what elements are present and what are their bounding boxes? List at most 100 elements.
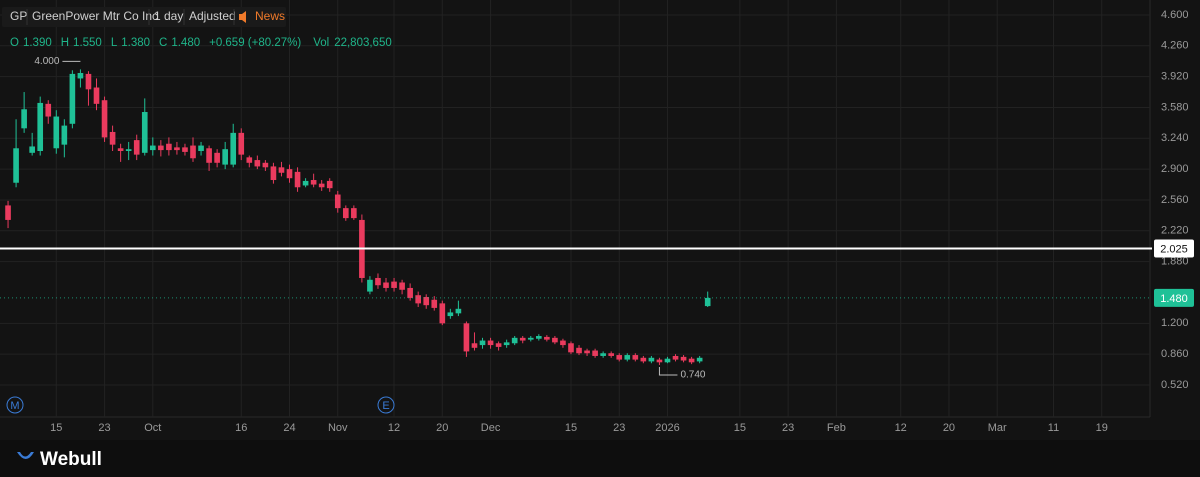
- x-tick-label: 15: [565, 422, 577, 434]
- candle-body: [688, 358, 695, 363]
- candle-body: [367, 279, 373, 292]
- event-marker[interactable]: [377, 396, 395, 414]
- candle-body: [640, 357, 647, 362]
- candle-body: [704, 297, 711, 307]
- x-tick-label: 11: [1048, 422, 1059, 434]
- logo: Webull: [40, 449, 102, 470]
- candle-body: [616, 355, 623, 360]
- candle-body: [222, 149, 228, 165]
- ohlc-key: C: [159, 37, 167, 49]
- news-icon: [239, 11, 246, 23]
- candle-body: [174, 147, 180, 151]
- candle-body: [21, 109, 27, 129]
- last-price-label: 1.480: [1160, 293, 1188, 305]
- candle-body: [399, 282, 405, 290]
- adjust[interactable]: Adjusted: [189, 9, 236, 23]
- candle-body: [310, 180, 317, 185]
- x-tick-label: Feb: [827, 422, 846, 434]
- volume-value: 22,803,650: [334, 37, 392, 49]
- candle-body: [463, 323, 470, 352]
- candle-body: [568, 343, 574, 353]
- candle-body: [503, 342, 510, 346]
- candle-body: [61, 125, 68, 145]
- candle-body: [552, 337, 558, 343]
- candle-body: [648, 357, 655, 362]
- x-tick-label: 16: [235, 422, 247, 434]
- low-pointer: [658, 367, 678, 376]
- candle-body: [29, 146, 35, 153]
- candle-body: [423, 297, 430, 306]
- overlay: 4.000 0.740 2.025 1.480: [0, 56, 1194, 381]
- candle-body: [206, 148, 212, 163]
- candle-body: [85, 73, 92, 90]
- y-tick-label: 3.920: [1161, 71, 1189, 83]
- y-tick-label: 2.560: [1161, 194, 1189, 206]
- ohlc-value: 1.390: [23, 37, 52, 49]
- x-tick-label: Mar: [988, 422, 1007, 434]
- candle-body: [302, 180, 309, 186]
- y-tick-label: 0.860: [1161, 348, 1189, 360]
- candle-body: [519, 337, 526, 341]
- company-name: GreenPower Mtr Co Inc: [32, 9, 158, 23]
- change: +0.659 (+80.27%): [209, 37, 301, 49]
- candle-body: [37, 102, 44, 152]
- logo-icon: [17, 452, 34, 459]
- candle-body: [109, 131, 116, 145]
- candle-body: [125, 149, 132, 152]
- event-label: M: [10, 400, 19, 412]
- candle-body: [375, 277, 381, 286]
- candle-body: [93, 87, 100, 104]
- candle-body: [391, 281, 397, 288]
- candle-body: [326, 180, 333, 189]
- candle-body: [560, 340, 566, 346]
- candle-body: [584, 350, 590, 354]
- y-tick-label: 4.260: [1161, 40, 1189, 52]
- x-tick-label: 12: [895, 422, 907, 434]
- candle-body: [487, 340, 494, 346]
- ohlc-line: O 1.390 H 1.550 L 1.380 C 1.480 +0.659 (+80.27%)…: [10, 37, 392, 49]
- candle-body: [238, 132, 245, 155]
- candle-body: [117, 148, 124, 152]
- candle-body: [439, 303, 446, 324]
- candle-body: [254, 160, 261, 167]
- x-tick-label: 20: [943, 422, 955, 434]
- last-price-tag: [1154, 288, 1194, 307]
- interval[interactable]: 1 day: [154, 9, 183, 23]
- price-line-tag: [1154, 239, 1194, 258]
- price-line-label: 2.025: [1160, 243, 1188, 255]
- candle-body: [608, 353, 615, 356]
- x-tick-label: 20: [436, 422, 448, 434]
- y-tick-label: 2.900: [1161, 163, 1189, 175]
- news[interactable]: News: [255, 9, 285, 23]
- candle-body: [13, 148, 19, 183]
- grid: 4.600 4.260 3.920 3.580 3.240 2.900 2.560 2.220…: [0, 0, 1189, 434]
- x-tick-label: 19: [1096, 422, 1108, 434]
- y-tick-label: 2.220: [1161, 225, 1189, 237]
- volume-key: Vol: [313, 37, 329, 49]
- candle-body: [77, 73, 84, 79]
- candle-body: [527, 337, 534, 340]
- ohlc-value: 1.380: [121, 37, 150, 49]
- y-tick-label: 1.880: [1161, 256, 1189, 268]
- candle-body: [479, 340, 486, 346]
- y-tick-label: 0.520: [1161, 379, 1189, 391]
- low-label: 0.740: [680, 370, 705, 381]
- candle-body: [672, 355, 679, 360]
- candle-body: [45, 103, 52, 117]
- footer: [0, 440, 1200, 477]
- x-tick-label: 23: [98, 422, 110, 434]
- candle-body: [318, 183, 325, 188]
- event-marker[interactable]: [6, 396, 24, 414]
- candle-body: [69, 73, 76, 124]
- x-tick-label: 23: [782, 422, 794, 434]
- candle-body: [182, 147, 188, 152]
- candle-body: [214, 152, 220, 163]
- candle-body: [656, 359, 663, 363]
- symbol: GP: [10, 9, 27, 23]
- x-tick-label: 12: [388, 422, 400, 434]
- candle-body: [431, 299, 438, 308]
- candle-body: [600, 353, 606, 356]
- candle-body: [166, 143, 172, 151]
- ohlc-key: H: [61, 37, 69, 49]
